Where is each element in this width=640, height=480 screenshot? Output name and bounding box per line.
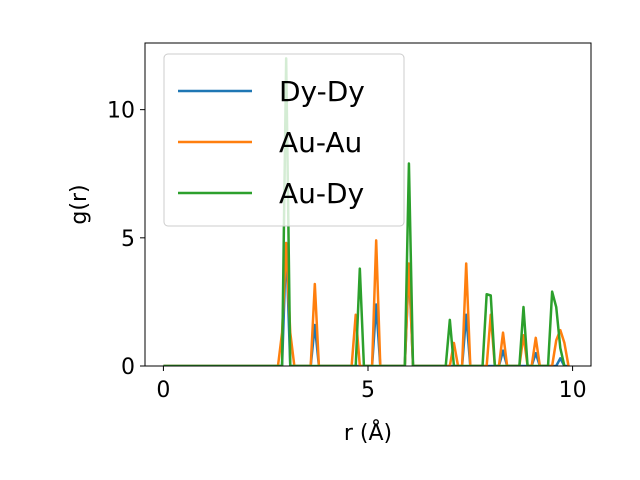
x-tick-label: 5	[361, 378, 375, 403]
y-tick-label: 5	[121, 227, 135, 252]
x-tick-label: 10	[559, 378, 587, 403]
legend-label: Au-Dy	[279, 177, 364, 210]
legend-label: Dy-Dy	[279, 75, 365, 108]
plot-area	[163, 57, 570, 366]
legend-box	[163, 53, 405, 227]
y-tick-label: 0	[121, 355, 135, 380]
legend: Dy-Dy Au-Au Au-Dy	[163, 53, 405, 227]
x-axis-label: r (Å)	[344, 419, 392, 446]
y-axis-label: g(r)	[67, 184, 92, 224]
legend-label: Au-Au	[279, 126, 362, 159]
series-line-dy-dy	[163, 241, 569, 366]
y-tick-label: 10	[107, 99, 135, 124]
x-tick-label: 0	[156, 378, 170, 403]
series-line-au-au	[163, 239, 570, 366]
series-group	[163, 57, 570, 366]
axes: 0 5 10 0 5 10	[107, 42, 592, 403]
